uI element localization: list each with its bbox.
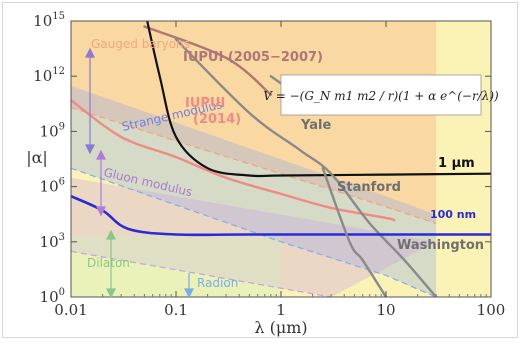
region-dilaton [71, 236, 281, 297]
y-tick-label: 1015 [33, 11, 65, 30]
formula-text: V = −(G_N m1 m2 / r)(1 + α e^(−r/λ)) [263, 89, 499, 103]
series-label-yale: Yale [300, 118, 331, 133]
figure-frame: 0.01 0.1 1 10 100 100 103 106 109 1012 1015 Gauged… [2, 2, 518, 338]
region-label-gauged-baryons: Gauged baryons [91, 37, 190, 51]
y-tick-label: 109 [40, 121, 65, 140]
region-label-radion: Radion [197, 276, 238, 290]
formula-box: V = −(G_N m1 m2 / r)(1 + α e^(−r/λ)) [263, 74, 499, 116]
range-arrow-gluon [96, 149, 106, 217]
y-tick-label: 103 [40, 232, 65, 251]
series-line-stanford [174, 38, 438, 297]
region-boundary-strange-modulus [71, 167, 437, 297]
series-label-iupui-2014: IUPUI [185, 96, 225, 111]
y-tick-label: 100 [40, 287, 65, 306]
series-line-iupui-2014 [71, 98, 396, 222]
x-axis-label: λ (μm) [254, 318, 307, 337]
range-arrow-strange [85, 47, 95, 155]
series-label-1um: 1 μm [438, 156, 475, 171]
y-axis-label: |α| [26, 148, 48, 167]
series-line-washington [321, 167, 388, 297]
series-label-iupui-2014-year: (2014) [193, 112, 241, 127]
series-label-stanford: Stanford [337, 180, 401, 195]
region-boundary-gauged-baryons [71, 106, 437, 224]
region-boundary-gluon-modulus [71, 250, 332, 297]
excluded-region [71, 21, 491, 297]
region-strange-modulus [71, 85, 437, 297]
x-tick-label: 100 [477, 301, 506, 319]
x-tick-label: 10 [376, 301, 395, 319]
series-label-100nm: 100 nm [430, 208, 476, 221]
range-arrow-dilaton [106, 229, 116, 299]
chart: 0.01 0.1 1 10 100 100 103 106 109 1012 1015 Gauged… [26, 11, 506, 337]
range-arrow-radion [184, 273, 194, 299]
y-tick-label: 1012 [33, 66, 65, 85]
series-line-iupui-2005-2007 [143, 25, 272, 96]
y-tick-label: 106 [40, 177, 65, 196]
series-line-100-nm [71, 194, 491, 237]
region-label-dilaton: Dilaton [87, 256, 130, 270]
x-tick-label: 0.1 [164, 301, 188, 319]
x-tick-label: 1 [276, 301, 286, 319]
region-gauged-baryons [71, 21, 437, 224]
series-label-iupui-2005-2007: IUPUI (2005−2007) [183, 50, 323, 65]
series-label-washington: Washington [397, 238, 484, 253]
x-tick-label: 0.01 [54, 301, 87, 319]
series-line-1-m [146, 21, 491, 178]
